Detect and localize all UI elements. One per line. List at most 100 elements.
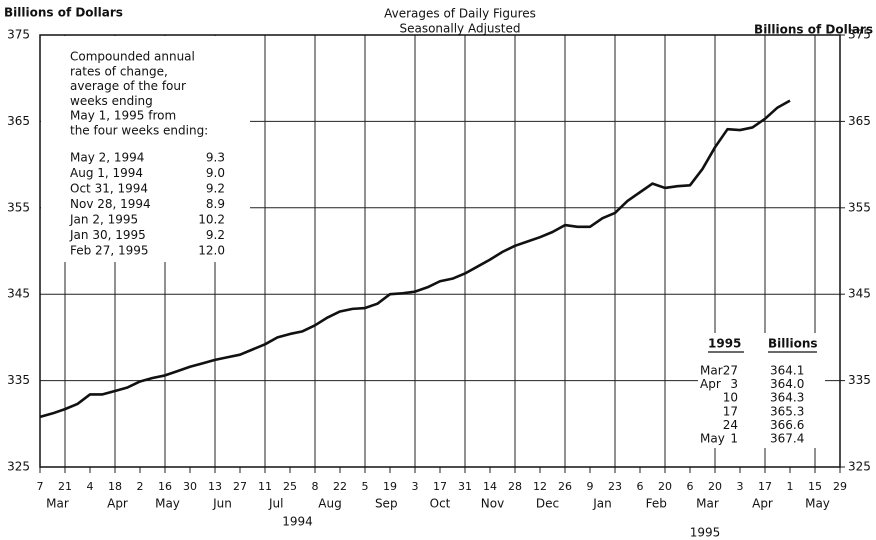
table-month: Mar bbox=[700, 364, 723, 378]
y2-tick-label: 355 bbox=[848, 200, 871, 214]
annotation-text: average of the four bbox=[70, 79, 186, 93]
x-tick-label: 17 bbox=[758, 480, 772, 493]
table-day: 27 bbox=[723, 364, 738, 378]
month-label: Dec bbox=[536, 497, 559, 511]
y2-tick-label: 325 bbox=[848, 460, 871, 474]
x-tick-label: 12 bbox=[533, 480, 547, 493]
annotation-value: 8.9 bbox=[206, 197, 225, 211]
table-month: Apr bbox=[700, 377, 721, 391]
table-value: 364.0 bbox=[770, 377, 804, 391]
y-tick-label: 355 bbox=[7, 200, 30, 214]
annotation-value: 9.0 bbox=[206, 166, 225, 180]
month-label: May bbox=[155, 497, 180, 511]
table-value: 364.3 bbox=[770, 391, 804, 405]
x-tick-label: 30 bbox=[183, 480, 197, 493]
table-day: 3 bbox=[730, 377, 738, 391]
annotation-text: the four weeks ending: bbox=[70, 124, 208, 138]
x-tick-label: 3 bbox=[412, 480, 419, 493]
line bbox=[39, 99, 791, 419]
annotation-date: Aug 1, 1994 bbox=[70, 166, 143, 180]
month-label: Feb bbox=[646, 497, 667, 511]
table-day: 24 bbox=[723, 418, 738, 432]
y2-tick-label: 345 bbox=[848, 287, 871, 301]
x-tick-label: 2 bbox=[137, 480, 144, 493]
subtitle: Seasonally Adjusted bbox=[399, 22, 520, 36]
year-label: 1995 bbox=[690, 526, 721, 540]
x-tick-label: 25 bbox=[283, 480, 297, 493]
x-tick-label: 13 bbox=[208, 480, 222, 493]
annotation-value: 9.3 bbox=[206, 151, 225, 165]
y2-tick-label: 365 bbox=[848, 114, 871, 128]
x-tick-label: 1 bbox=[787, 480, 794, 493]
month-label: Jan bbox=[592, 497, 612, 511]
annotation-value: 10.2 bbox=[198, 213, 225, 227]
annotation-text: May 1, 1995 from bbox=[70, 109, 176, 123]
y2-tick-label: 375 bbox=[848, 28, 871, 42]
y2-axis-label: Billions of Dollars bbox=[754, 23, 873, 37]
x-tick-label: 18 bbox=[108, 480, 122, 493]
month-label: Nov bbox=[481, 497, 504, 511]
x-tick-label: 4 bbox=[87, 480, 94, 493]
month-label: Jul bbox=[268, 497, 283, 511]
annotation-date: Jan 2, 1995 bbox=[69, 213, 138, 227]
y2-tick-label: 335 bbox=[848, 373, 871, 387]
annotation-date: Feb 27, 1995 bbox=[70, 244, 149, 258]
x-tick-label: 11 bbox=[258, 480, 272, 493]
subtitle: Averages of Daily Figures bbox=[384, 7, 536, 21]
y-tick-label: 345 bbox=[7, 287, 30, 301]
x-tick-label: 31 bbox=[458, 480, 472, 493]
x-tick-label: 3 bbox=[737, 480, 744, 493]
month-label: Mar bbox=[696, 497, 719, 511]
x-tick-label: 23 bbox=[608, 480, 622, 493]
month-label: Sep bbox=[375, 497, 398, 511]
month-label: May bbox=[805, 497, 830, 511]
x-tick-label: 15 bbox=[808, 480, 822, 493]
x-tick-label: 9 bbox=[587, 480, 594, 493]
x-tick-label: 17 bbox=[433, 480, 447, 493]
x-tick-label: 22 bbox=[333, 480, 347, 493]
y-tick-label: 375 bbox=[7, 28, 30, 42]
annotation-text: Compounded annual bbox=[70, 50, 195, 64]
table-day: 10 bbox=[723, 391, 738, 405]
annotation-date: Oct 31, 1994 bbox=[70, 182, 148, 196]
annotation-date: May 2, 1994 bbox=[70, 151, 144, 165]
x-tick-label: 28 bbox=[508, 480, 522, 493]
table-header: 1995 bbox=[708, 337, 741, 351]
table-value: 366.6 bbox=[770, 418, 804, 432]
annotation-date: Jan 30, 1995 bbox=[69, 228, 146, 242]
annotation-text: rates of change, bbox=[70, 64, 168, 78]
x-tick-label: 29 bbox=[833, 480, 847, 493]
annotation-value: 9.2 bbox=[206, 182, 225, 196]
y-tick-label: 325 bbox=[7, 460, 30, 474]
x-tick-label: 20 bbox=[658, 480, 672, 493]
plot-frame bbox=[39, 34, 841, 468]
month-label: Apr bbox=[752, 497, 773, 511]
table-value: 365.3 bbox=[770, 404, 804, 418]
y-tick-label: 365 bbox=[7, 114, 30, 128]
table-header: Billions bbox=[768, 337, 818, 351]
annotation-value: 12.0 bbox=[198, 244, 225, 258]
x-tick-label: 5 bbox=[362, 480, 369, 493]
month-label: Mar bbox=[46, 497, 69, 511]
table-value: 367.4 bbox=[770, 432, 804, 446]
x-tick-label: 21 bbox=[58, 480, 72, 493]
year-label: 1994 bbox=[282, 515, 313, 529]
x-tick-label: 6 bbox=[687, 480, 694, 493]
annotation-text: weeks ending bbox=[70, 94, 153, 108]
x-tick-label: 8 bbox=[312, 480, 319, 493]
x-tick-label: 16 bbox=[158, 480, 172, 493]
y-axis-label: Billions of Dollars bbox=[4, 6, 123, 20]
table-day: 1 bbox=[730, 432, 738, 446]
month-label: Apr bbox=[107, 497, 128, 511]
x-tick-label: 6 bbox=[637, 480, 644, 493]
x-tick-label: 19 bbox=[383, 480, 397, 493]
month-label: Aug bbox=[318, 497, 341, 511]
x-tick-label: 7 bbox=[37, 480, 44, 493]
annotation-date: Nov 28, 1994 bbox=[70, 197, 151, 211]
table-month: May bbox=[700, 432, 725, 446]
table-day: 17 bbox=[723, 404, 738, 418]
x-tick-label: 26 bbox=[558, 480, 572, 493]
x-tick-label: 14 bbox=[483, 480, 497, 493]
y-tick-label: 335 bbox=[7, 373, 30, 387]
